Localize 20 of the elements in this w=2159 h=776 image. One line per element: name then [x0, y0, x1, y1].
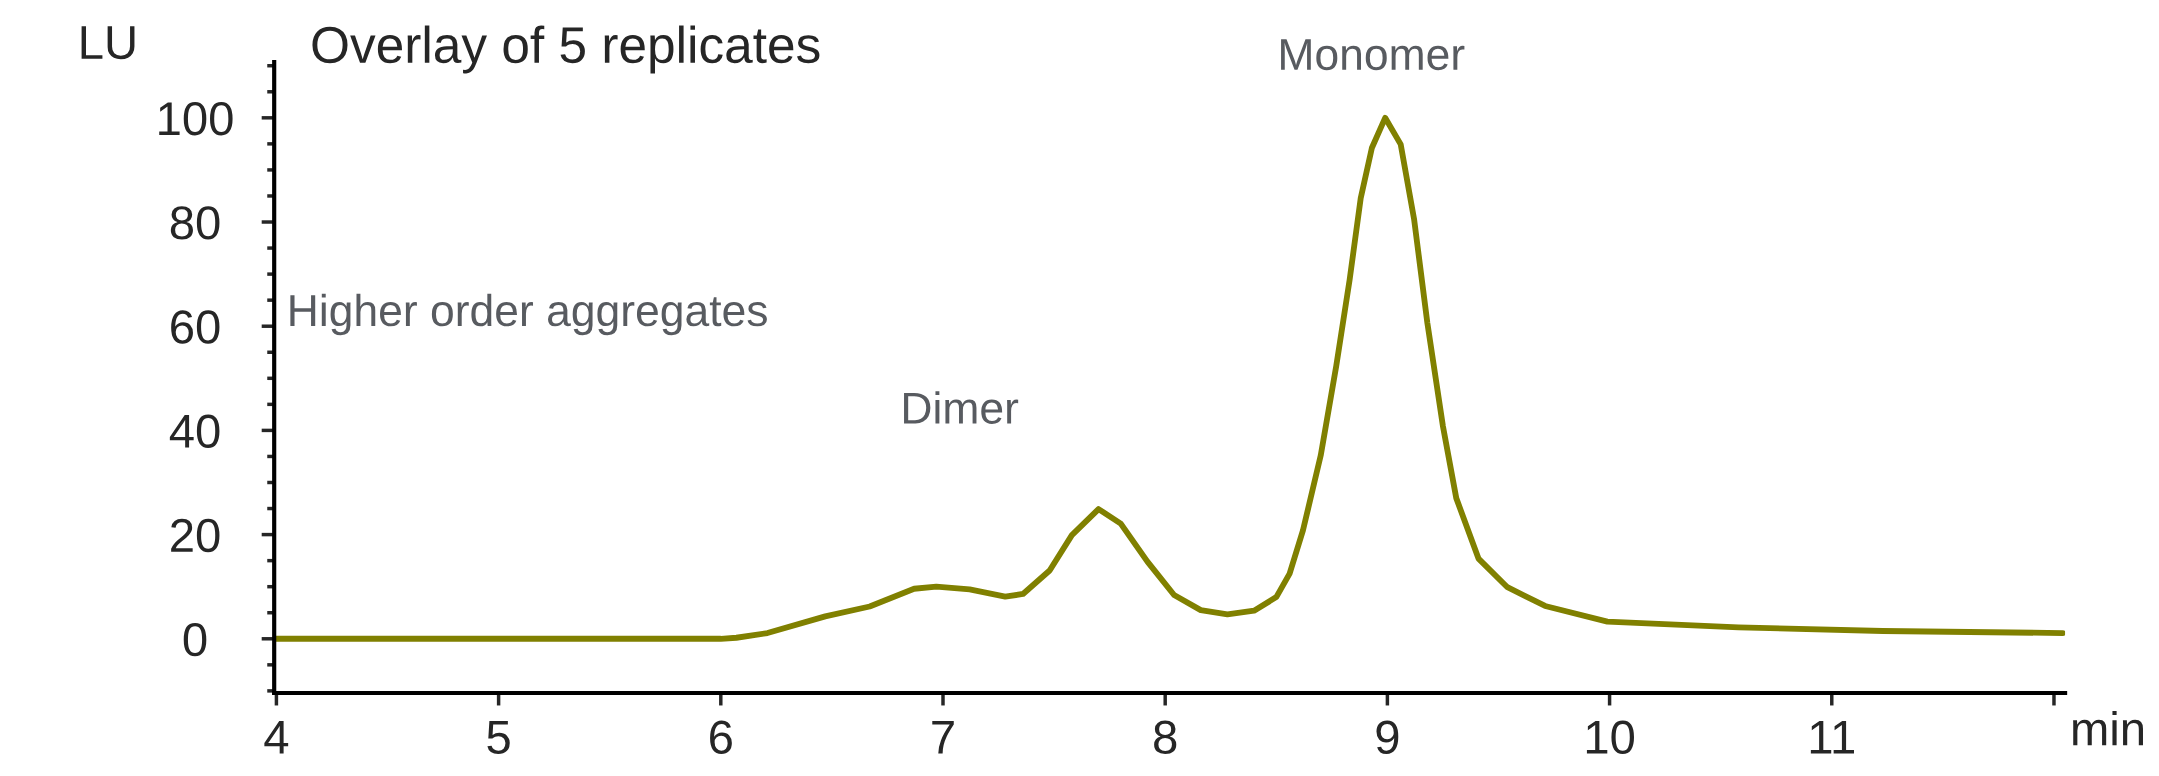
y-tick-label: 60 — [171, 310, 220, 344]
x-tick-label: 5 — [487, 721, 510, 755]
x-tick-label: 9 — [1376, 720, 1399, 755]
annotation: Dimer — [904, 391, 1019, 424]
x-tick-label: 6 — [710, 720, 732, 755]
x-tick-label: 8 — [1154, 720, 1177, 755]
y-tick-label: 100 — [159, 101, 233, 136]
annotation: Monomer — [1281, 39, 1465, 71]
y-tick-label: 40 — [169, 414, 220, 448]
x-tick-label: 10 — [1586, 720, 1634, 755]
y-tick-label: 20 — [171, 518, 220, 553]
y-tick-label: 80 — [170, 206, 220, 240]
y-axis-title: LU — [81, 26, 135, 60]
x-tick-label: 7 — [932, 721, 954, 754]
chart-title: Overlay of 5 replicates — [312, 25, 820, 74]
annotation: Higher order aggregates — [290, 293, 767, 336]
x-tick-label: 4 — [264, 721, 289, 754]
y-tick-label: 0 — [183, 622, 207, 657]
x-axis-title: min — [2073, 711, 2143, 746]
x-tick-label: 11 — [1810, 721, 1854, 754]
